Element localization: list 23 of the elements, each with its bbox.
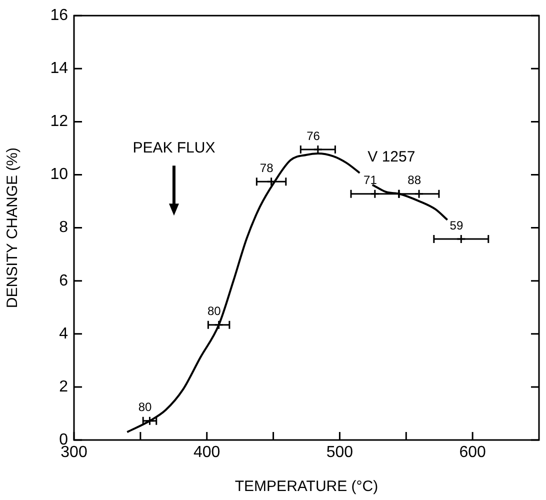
y-tick-label: 2	[59, 378, 68, 396]
y-tick-label: 12	[50, 113, 68, 130]
annotation: 71	[364, 173, 378, 188]
y-tick-label: 6	[59, 272, 68, 290]
y-tick-label: 10	[50, 166, 68, 184]
x-axis-title: TEMPERATURE (°C)	[234, 478, 378, 496]
y-tick-label: 16	[50, 7, 68, 24]
y-tick-label: 14	[50, 60, 68, 78]
annotation: 80	[207, 304, 222, 318]
annotation: 78	[260, 160, 274, 175]
x-tick-label: 600	[459, 444, 486, 462]
annotation: 59	[450, 218, 464, 232]
annotation: 76	[306, 128, 320, 143]
x-tick-label: 400	[194, 444, 220, 462]
annotation: PEAK FLUX	[132, 139, 216, 156]
annotation: 80	[138, 400, 152, 414]
x-tick-label: 500	[326, 444, 354, 462]
annotation: 88	[408, 173, 422, 188]
y-tick-label: 4	[59, 325, 68, 342]
y-axis-title: DENSITY CHANGE (%)	[4, 148, 22, 308]
y-tick-label: 8	[59, 219, 68, 236]
annotation: V 1257	[368, 148, 416, 166]
x-tick-label: 300	[60, 444, 88, 462]
